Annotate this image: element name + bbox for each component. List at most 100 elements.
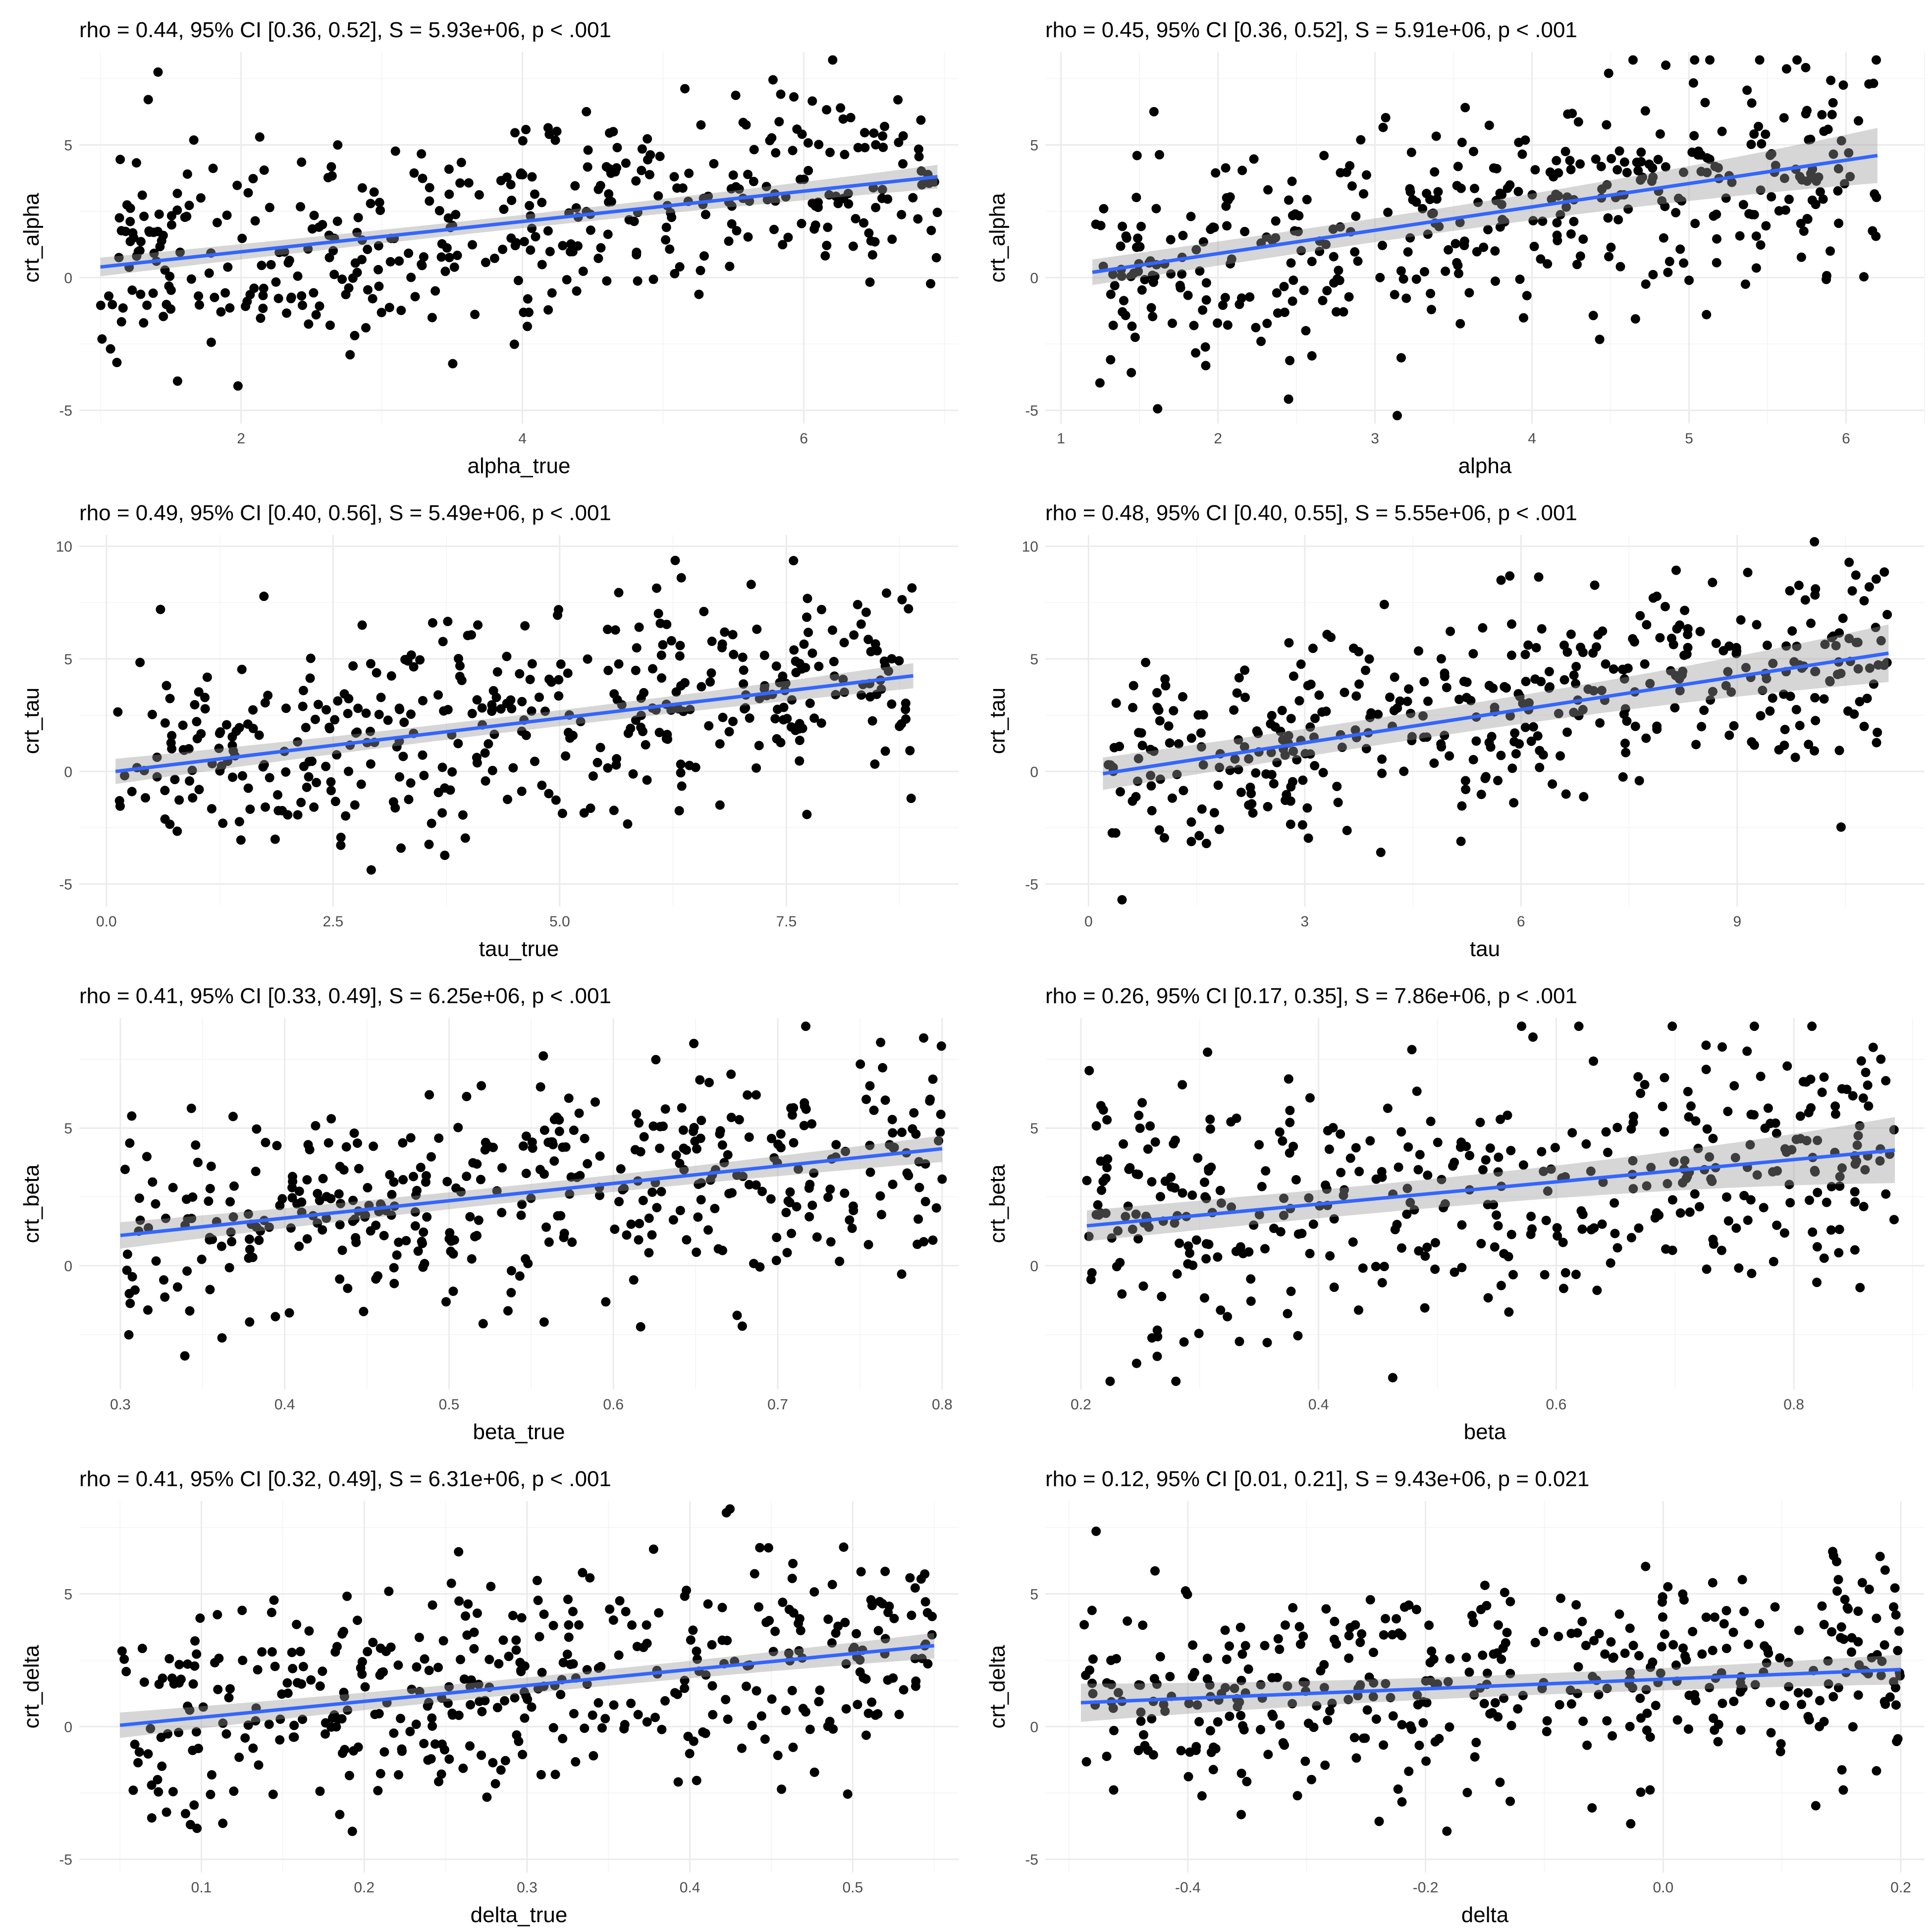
data-point — [490, 1779, 500, 1789]
data-point — [897, 1127, 907, 1137]
data-point — [160, 814, 170, 824]
data-point — [789, 1138, 799, 1148]
data-point — [104, 291, 114, 301]
data-point — [1658, 1102, 1667, 1112]
data-point — [412, 1662, 422, 1672]
x-tick-label: 0.4 — [274, 1396, 295, 1413]
data-point — [787, 1686, 797, 1696]
data-points — [1079, 1526, 1905, 1836]
data-point — [545, 247, 555, 257]
data-point — [609, 1700, 619, 1710]
data-point — [722, 1636, 732, 1646]
data-point — [897, 719, 907, 729]
data-point — [510, 128, 520, 138]
data-point — [838, 674, 848, 684]
data-point — [145, 227, 155, 237]
data-point — [1336, 222, 1345, 232]
data-point — [1503, 1110, 1512, 1120]
data-point — [897, 1269, 907, 1279]
data-point — [499, 204, 509, 214]
data-point — [809, 713, 819, 723]
data-point — [861, 607, 871, 617]
data-point — [298, 1715, 308, 1724]
data-point — [1806, 618, 1816, 628]
data-point — [517, 1613, 527, 1623]
data-point — [1817, 1601, 1827, 1611]
data-point — [1086, 1275, 1096, 1285]
data-point — [248, 174, 258, 184]
data-point — [275, 1735, 285, 1745]
data-point — [655, 1143, 665, 1153]
data-point — [686, 1635, 696, 1645]
data-point — [565, 247, 575, 257]
data-point — [1222, 193, 1232, 203]
data-point — [1526, 1211, 1536, 1221]
data-point — [680, 1683, 690, 1693]
scatter-panel-2: 1 2 3 4 5 6 -5 0 5 rho = 0.45, 95% CI [0.36, 0.52… — [966, 0, 1932, 483]
data-point — [1486, 742, 1496, 752]
data-point — [1756, 1072, 1766, 1081]
data-point — [1597, 184, 1607, 194]
data-point — [760, 681, 770, 691]
data-point — [1578, 647, 1588, 657]
data-point — [1113, 1226, 1123, 1236]
data-point — [189, 1800, 199, 1810]
data-point — [721, 1508, 731, 1518]
data-point — [1574, 1021, 1584, 1031]
data-point — [1238, 1721, 1248, 1731]
data-point — [437, 808, 447, 818]
data-point — [574, 1620, 584, 1630]
data-point — [1801, 109, 1811, 119]
data-point — [839, 687, 849, 697]
data-point — [1547, 194, 1556, 204]
data-point — [1893, 1646, 1903, 1656]
data-point — [161, 1807, 171, 1817]
data-point — [353, 1742, 363, 1752]
data-point — [1892, 1736, 1902, 1746]
data-point — [411, 1719, 421, 1729]
data-point — [321, 761, 331, 771]
data-point — [492, 1703, 502, 1713]
data-point — [673, 1777, 683, 1787]
data-point — [637, 165, 646, 175]
data-point — [1770, 1602, 1780, 1612]
data-point — [394, 1237, 404, 1247]
data-point — [1828, 98, 1838, 107]
data-point — [1622, 716, 1632, 726]
data-point — [1606, 1637, 1616, 1647]
data-point — [533, 1596, 543, 1606]
data-point — [521, 1169, 531, 1179]
data-point — [272, 1141, 282, 1151]
data-point — [653, 191, 663, 201]
data-point — [1528, 722, 1538, 732]
data-point — [931, 1203, 941, 1213]
data-point — [520, 621, 530, 631]
data-point — [472, 1231, 482, 1240]
data-point — [1471, 1737, 1481, 1747]
data-point — [825, 1717, 835, 1726]
data-point — [409, 662, 419, 672]
regression-line — [1080, 1667, 1901, 1705]
data-point — [353, 213, 363, 222]
data-point — [1612, 1123, 1622, 1132]
data-point — [839, 638, 849, 647]
y-tick-label: -5 — [1025, 1852, 1038, 1868]
data-point — [1397, 1797, 1407, 1807]
data-point — [1493, 1620, 1503, 1630]
data-point — [1222, 1655, 1232, 1664]
data-point — [770, 714, 780, 724]
data-point — [347, 1826, 357, 1836]
data-point — [1864, 1584, 1874, 1594]
data-point — [917, 1654, 927, 1664]
data-point — [1242, 1776, 1252, 1786]
data-point — [206, 337, 216, 347]
data-point — [266, 260, 276, 269]
data-point — [1721, 1644, 1731, 1654]
data-point — [807, 648, 817, 658]
data-point — [1256, 1680, 1266, 1690]
data-point — [554, 1115, 564, 1125]
data-point — [1617, 664, 1627, 674]
data-point — [1174, 739, 1183, 749]
data-point — [365, 727, 375, 737]
data-point — [1323, 1716, 1333, 1725]
